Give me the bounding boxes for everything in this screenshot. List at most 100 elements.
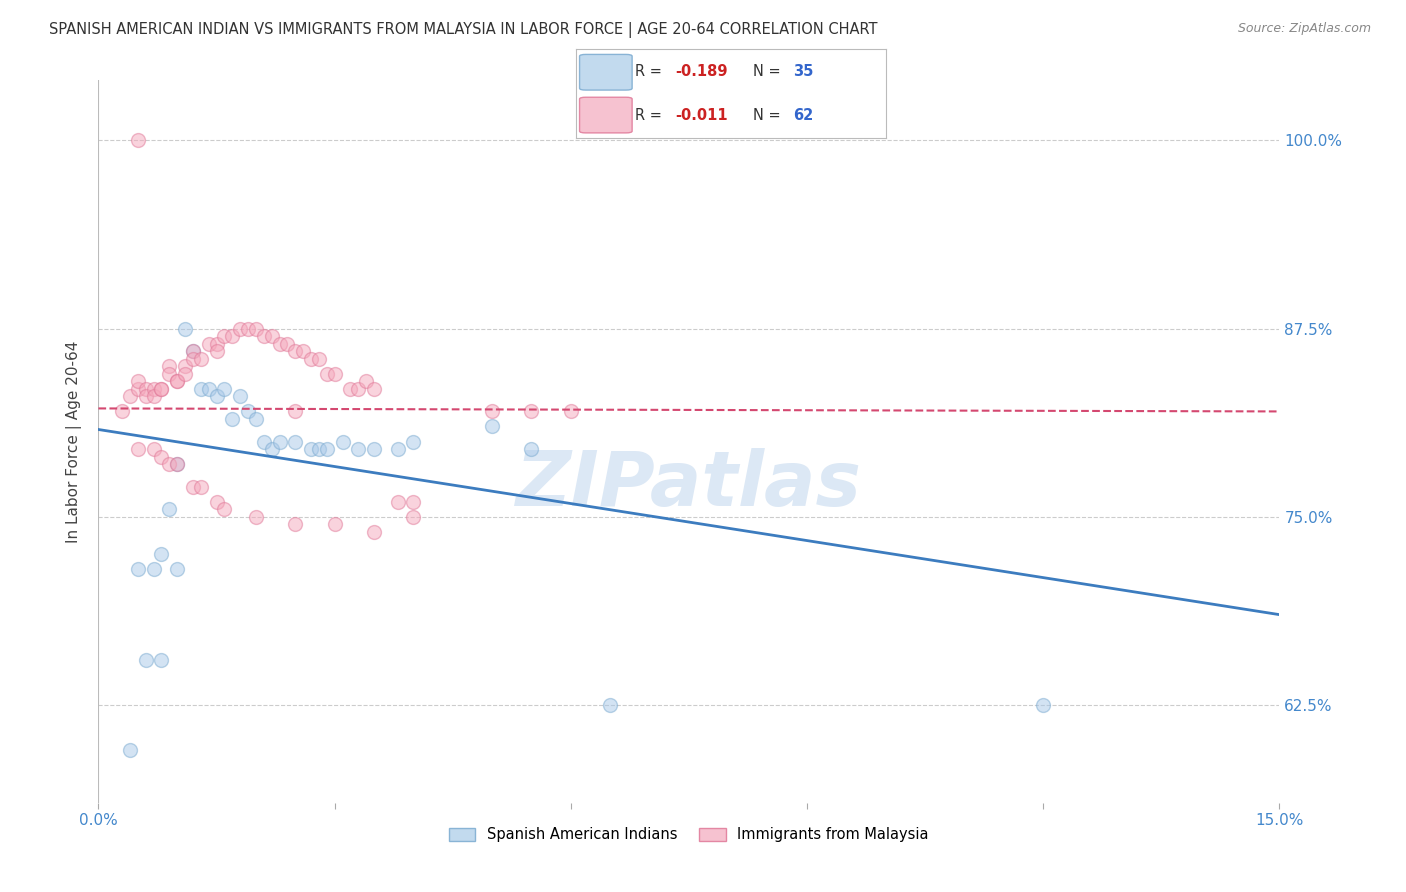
Text: R =: R = xyxy=(636,108,666,123)
Point xyxy=(150,382,173,396)
Point xyxy=(157,457,180,471)
Point xyxy=(157,502,180,516)
Point xyxy=(150,450,173,464)
Point xyxy=(332,434,354,449)
Point xyxy=(127,562,149,576)
Text: Source: ZipAtlas.com: Source: ZipAtlas.com xyxy=(1237,22,1371,36)
Point xyxy=(245,321,267,335)
Point xyxy=(135,653,157,667)
Point xyxy=(190,382,212,396)
Point xyxy=(150,653,173,667)
Point xyxy=(127,134,149,148)
Point xyxy=(229,321,252,335)
Point xyxy=(236,404,259,418)
Point xyxy=(323,517,346,532)
Point xyxy=(181,344,204,359)
Point xyxy=(166,562,188,576)
Point xyxy=(174,367,197,381)
Point xyxy=(142,442,165,456)
Point xyxy=(205,495,228,509)
Point xyxy=(284,404,307,418)
Point xyxy=(260,329,283,343)
Point xyxy=(127,442,149,456)
Point xyxy=(127,375,149,389)
Point xyxy=(181,480,204,494)
Point xyxy=(308,442,330,456)
Point xyxy=(127,382,149,396)
Point xyxy=(111,404,134,418)
Point xyxy=(323,367,346,381)
Point xyxy=(387,442,409,456)
Y-axis label: In Labor Force | Age 20-64: In Labor Force | Age 20-64 xyxy=(66,341,83,542)
Point xyxy=(599,698,621,712)
Legend: Spanish American Indians, Immigrants from Malaysia: Spanish American Indians, Immigrants fro… xyxy=(441,820,936,850)
Point xyxy=(166,375,188,389)
Point xyxy=(299,351,322,366)
Point xyxy=(481,404,503,418)
Point xyxy=(221,329,243,343)
Point xyxy=(481,419,503,434)
Point xyxy=(236,321,259,335)
Point xyxy=(181,351,204,366)
Point xyxy=(363,442,385,456)
Point xyxy=(197,336,219,351)
Point xyxy=(347,442,370,456)
Text: SPANISH AMERICAN INDIAN VS IMMIGRANTS FROM MALAYSIA IN LABOR FORCE | AGE 20-64 C: SPANISH AMERICAN INDIAN VS IMMIGRANTS FR… xyxy=(49,22,877,38)
Point xyxy=(150,382,173,396)
Point xyxy=(339,382,361,396)
Point xyxy=(1032,698,1054,712)
Point xyxy=(166,457,188,471)
Point xyxy=(299,442,322,456)
Point xyxy=(363,382,385,396)
Point xyxy=(269,336,291,351)
Point xyxy=(166,457,188,471)
Point xyxy=(269,434,291,449)
Text: R =: R = xyxy=(636,64,666,79)
Point xyxy=(214,382,236,396)
Point xyxy=(190,480,212,494)
Point xyxy=(157,367,180,381)
Point xyxy=(197,382,219,396)
Point xyxy=(402,495,425,509)
Point xyxy=(157,359,180,374)
Point xyxy=(135,389,157,403)
Text: 35: 35 xyxy=(793,64,813,79)
Point xyxy=(142,389,165,403)
Point xyxy=(292,344,315,359)
Point xyxy=(402,509,425,524)
Point xyxy=(308,351,330,366)
Point xyxy=(276,336,298,351)
Point xyxy=(174,359,197,374)
Point xyxy=(253,329,276,343)
Point xyxy=(205,344,228,359)
Point xyxy=(118,743,141,757)
Text: -0.011: -0.011 xyxy=(675,108,728,123)
Point xyxy=(142,382,165,396)
Point xyxy=(347,382,370,396)
Point xyxy=(205,336,228,351)
Point xyxy=(284,434,307,449)
Point xyxy=(166,375,188,389)
Point xyxy=(284,344,307,359)
Point xyxy=(387,495,409,509)
Point xyxy=(253,434,276,449)
Point xyxy=(118,389,141,403)
Point xyxy=(214,329,236,343)
Point xyxy=(205,389,228,403)
Text: ZIPatlas: ZIPatlas xyxy=(516,448,862,522)
Point xyxy=(315,367,337,381)
Point xyxy=(315,442,337,456)
Point xyxy=(363,524,385,539)
Point xyxy=(520,404,543,418)
Text: N =: N = xyxy=(752,64,785,79)
Point xyxy=(135,382,157,396)
Point xyxy=(229,389,252,403)
Point xyxy=(181,344,204,359)
Point xyxy=(190,351,212,366)
Point xyxy=(221,412,243,426)
Point xyxy=(260,442,283,456)
Point xyxy=(174,321,197,335)
Text: -0.189: -0.189 xyxy=(675,64,728,79)
Point xyxy=(214,502,236,516)
Point xyxy=(150,548,173,562)
